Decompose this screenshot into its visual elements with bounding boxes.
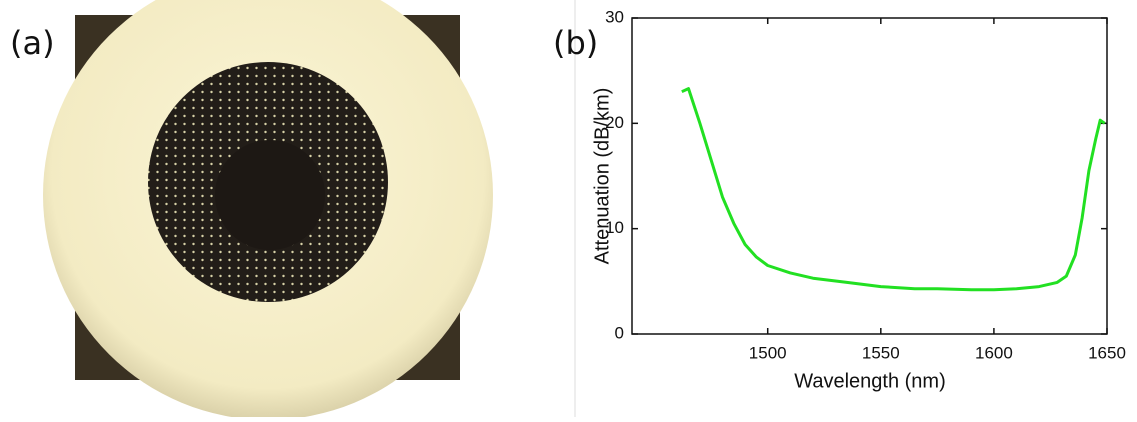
y-tick-label: 20 bbox=[605, 113, 624, 132]
plot-frame bbox=[631, 17, 1108, 335]
data-line bbox=[681, 87, 1106, 292]
x-axis-label: Wavelength (nm) bbox=[794, 370, 946, 392]
y-tick-label: 10 bbox=[605, 218, 624, 237]
x-tick-label: 1550 bbox=[862, 343, 900, 362]
x-tick-label: 1500 bbox=[749, 343, 787, 362]
y-tick-label: 0 bbox=[615, 323, 624, 342]
micrograph bbox=[43, 0, 493, 420]
x-tick-label: 1600 bbox=[975, 343, 1013, 362]
x-tick-label: 1650 bbox=[1088, 343, 1126, 362]
y-tick-label: 30 bbox=[605, 7, 624, 26]
panel-label: (a) bbox=[10, 24, 55, 62]
y-axis-label: Attenuation (dB/km) bbox=[591, 88, 613, 265]
panel-label: (b) bbox=[553, 24, 598, 62]
